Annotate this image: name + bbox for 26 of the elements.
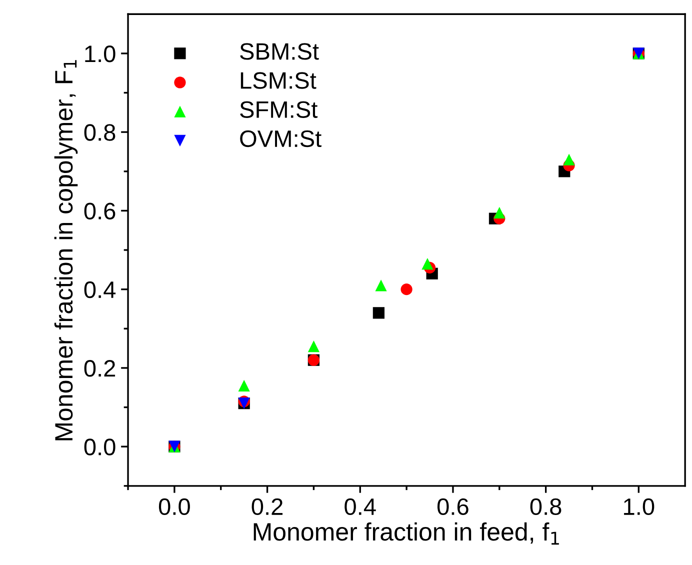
x-tick-label: 0.0 (158, 498, 190, 516)
x-tick-label: 1.0 (624, 498, 654, 516)
point (494, 206, 506, 218)
legend-label: SFM:St (240, 101, 318, 118)
point (563, 154, 575, 166)
legend-label: LSM:St (240, 72, 316, 89)
y-axis-title: Monomer fraction in copolymer, F$_{1}$ (54, 60, 78, 440)
legend-label: SBM:St (240, 43, 319, 60)
point (400, 284, 412, 296)
point (375, 280, 387, 292)
x-tick-label: 0.6 (437, 498, 468, 516)
x-tick-label: 0.8 (530, 498, 562, 516)
x-axis-title: Monomer fraction in feed, f$_{1}$ (254, 522, 559, 545)
x-tick-label: 0.2 (252, 498, 283, 516)
point (422, 258, 434, 270)
legend-label: OVM:St (240, 130, 322, 148)
x-tick-label: 0.4 (344, 498, 376, 516)
point (308, 340, 320, 352)
point (238, 380, 250, 392)
y-tick-label: 1.0 (85, 46, 116, 62)
y-tick-label: 0.0 (84, 438, 116, 456)
y-tick-label: 0.6 (84, 202, 116, 220)
y-tick-label: 0.4 (84, 281, 116, 298)
y-tick-label: 0.8 (84, 124, 116, 141)
point (372, 307, 385, 319)
y-tick-label: 0.2 (84, 360, 116, 377)
